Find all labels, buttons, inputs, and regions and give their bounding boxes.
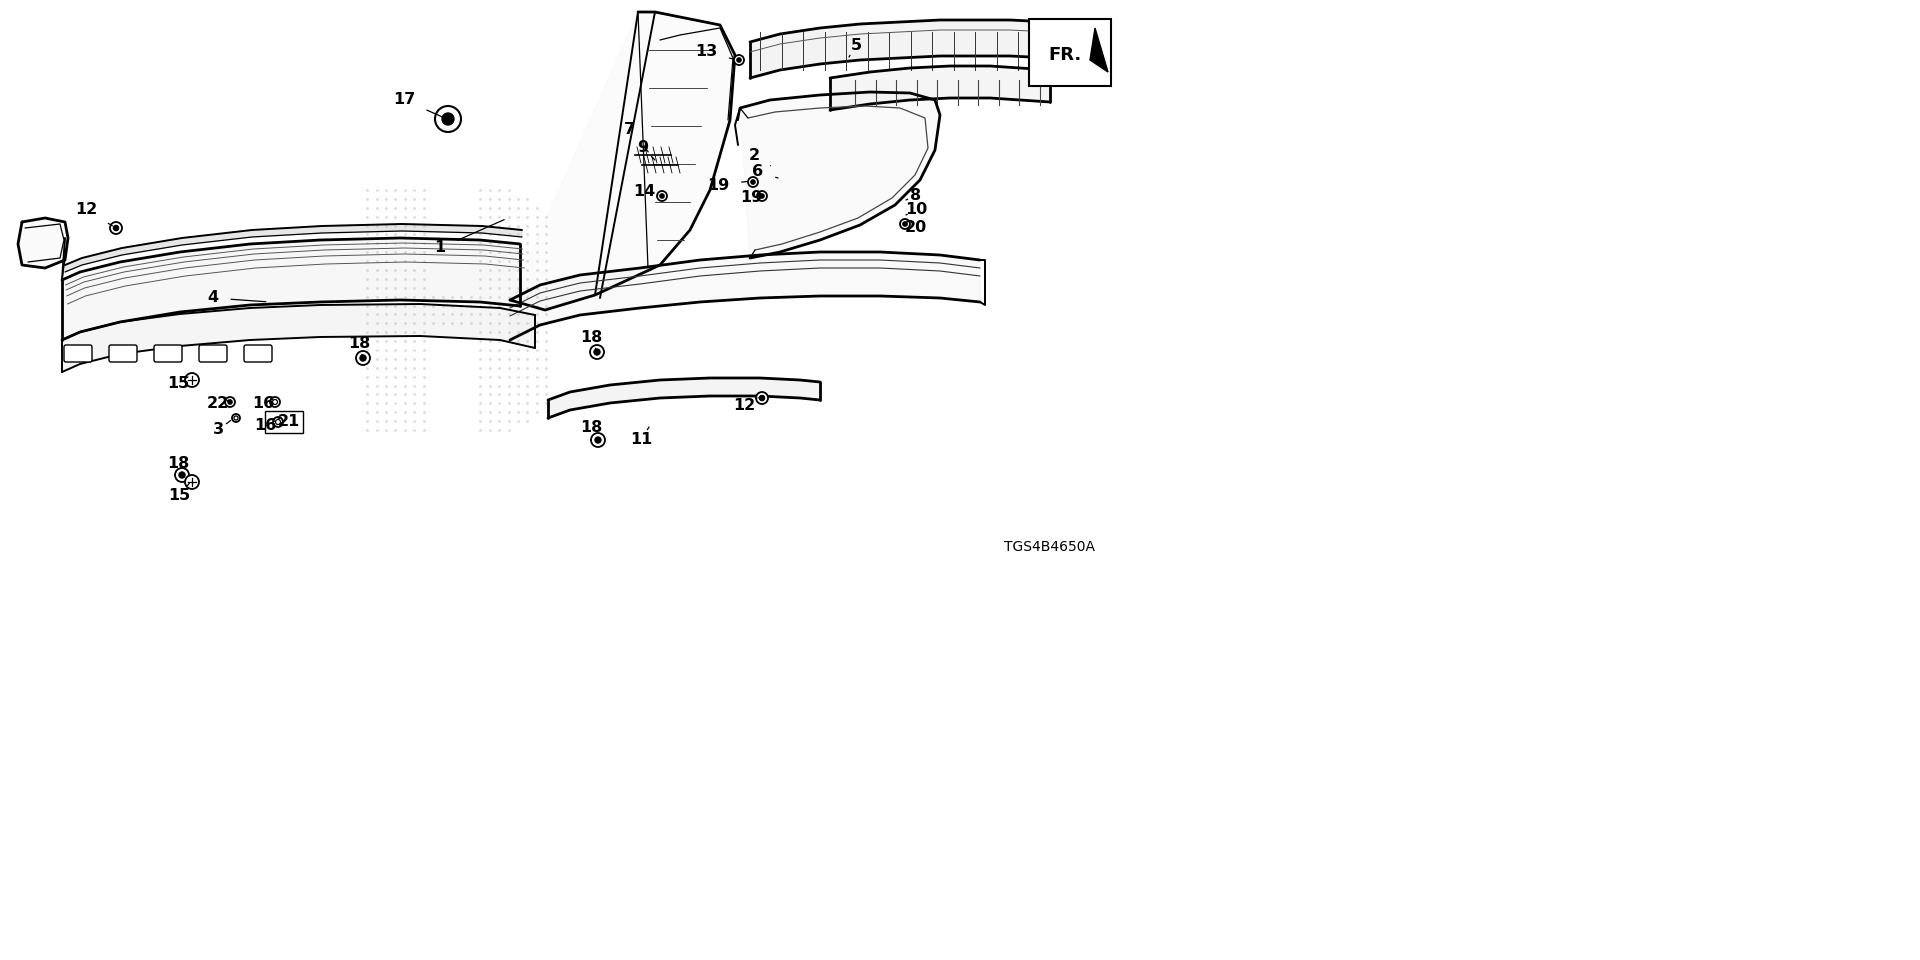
Text: 6: 6 bbox=[753, 164, 778, 180]
Text: 1: 1 bbox=[434, 220, 505, 255]
Circle shape bbox=[179, 472, 184, 478]
Circle shape bbox=[113, 226, 119, 230]
Circle shape bbox=[355, 351, 371, 365]
Text: 17: 17 bbox=[394, 92, 444, 117]
Text: 7: 7 bbox=[624, 123, 649, 152]
Circle shape bbox=[758, 396, 764, 400]
Text: 4: 4 bbox=[207, 291, 265, 305]
Text: 18: 18 bbox=[348, 337, 371, 358]
Polygon shape bbox=[511, 252, 979, 340]
Text: 3: 3 bbox=[213, 420, 230, 438]
Circle shape bbox=[109, 222, 123, 234]
Circle shape bbox=[902, 222, 908, 227]
FancyBboxPatch shape bbox=[265, 411, 303, 433]
Circle shape bbox=[589, 345, 605, 359]
Circle shape bbox=[749, 177, 758, 187]
Circle shape bbox=[756, 392, 768, 404]
Text: 14: 14 bbox=[634, 184, 659, 200]
Text: 13: 13 bbox=[695, 44, 733, 60]
Circle shape bbox=[595, 437, 601, 444]
Polygon shape bbox=[61, 304, 536, 372]
Text: 11: 11 bbox=[630, 427, 653, 447]
Circle shape bbox=[271, 397, 280, 407]
Polygon shape bbox=[17, 218, 67, 268]
Text: 8: 8 bbox=[906, 187, 922, 203]
Text: 18: 18 bbox=[167, 457, 190, 475]
Circle shape bbox=[184, 373, 200, 387]
Circle shape bbox=[175, 468, 188, 482]
Text: TGS4B4650A: TGS4B4650A bbox=[1004, 540, 1094, 554]
Polygon shape bbox=[61, 238, 520, 340]
Circle shape bbox=[760, 194, 764, 199]
Text: 9: 9 bbox=[637, 140, 655, 160]
Circle shape bbox=[359, 355, 367, 361]
Circle shape bbox=[657, 191, 666, 201]
Circle shape bbox=[900, 219, 910, 229]
Text: 21: 21 bbox=[278, 415, 300, 429]
FancyBboxPatch shape bbox=[154, 345, 182, 362]
Polygon shape bbox=[1091, 28, 1108, 72]
Circle shape bbox=[733, 55, 745, 65]
Text: 15: 15 bbox=[167, 483, 190, 503]
FancyBboxPatch shape bbox=[63, 345, 92, 362]
FancyBboxPatch shape bbox=[244, 345, 273, 362]
FancyBboxPatch shape bbox=[1029, 19, 1112, 86]
Text: FR.: FR. bbox=[1048, 46, 1081, 64]
Circle shape bbox=[273, 417, 282, 427]
Text: 15: 15 bbox=[167, 375, 190, 391]
Circle shape bbox=[228, 399, 232, 404]
Text: 2: 2 bbox=[749, 148, 770, 166]
Polygon shape bbox=[751, 20, 1050, 78]
Polygon shape bbox=[1050, 22, 1075, 52]
Text: 18: 18 bbox=[580, 420, 603, 440]
Circle shape bbox=[660, 194, 664, 199]
Polygon shape bbox=[829, 66, 1050, 110]
Circle shape bbox=[225, 397, 234, 407]
Polygon shape bbox=[511, 12, 735, 310]
Text: 16: 16 bbox=[252, 396, 275, 412]
Text: 20: 20 bbox=[904, 221, 927, 235]
Polygon shape bbox=[65, 224, 522, 272]
Text: 18: 18 bbox=[580, 330, 603, 352]
Text: 12: 12 bbox=[733, 397, 758, 413]
Circle shape bbox=[593, 348, 601, 355]
Circle shape bbox=[591, 433, 605, 447]
Text: 19: 19 bbox=[739, 189, 762, 204]
Circle shape bbox=[756, 191, 766, 201]
Circle shape bbox=[751, 180, 755, 184]
Text: 19: 19 bbox=[707, 178, 747, 193]
Circle shape bbox=[232, 414, 240, 422]
Text: 16: 16 bbox=[253, 419, 276, 434]
Polygon shape bbox=[739, 92, 941, 258]
Circle shape bbox=[436, 106, 461, 132]
FancyBboxPatch shape bbox=[200, 345, 227, 362]
FancyBboxPatch shape bbox=[109, 345, 136, 362]
Text: 22: 22 bbox=[207, 396, 228, 412]
Text: 12: 12 bbox=[75, 203, 113, 226]
Circle shape bbox=[442, 113, 453, 125]
Circle shape bbox=[737, 58, 741, 62]
Text: 10: 10 bbox=[904, 203, 927, 218]
Polygon shape bbox=[547, 378, 820, 418]
Text: 5: 5 bbox=[849, 37, 862, 57]
Circle shape bbox=[184, 475, 200, 489]
